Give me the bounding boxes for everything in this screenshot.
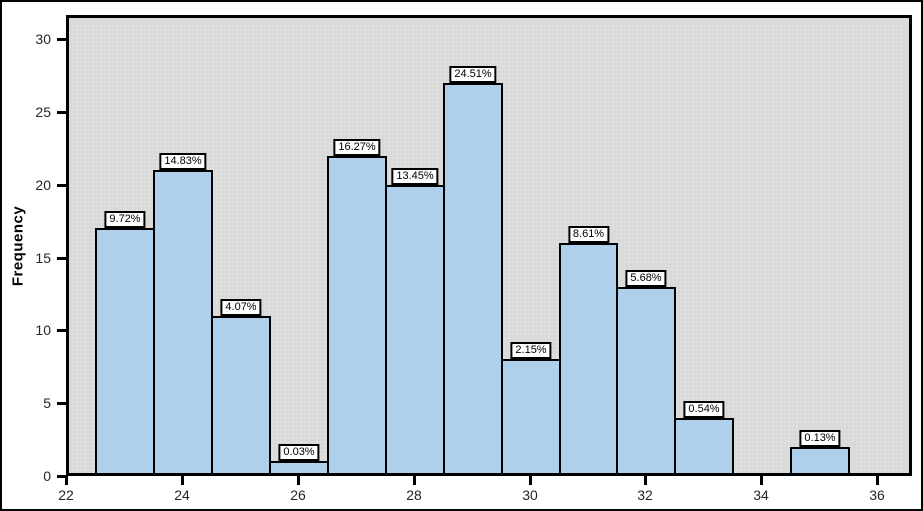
y-axis-tick-label: 25	[35, 104, 51, 120]
bar-percentage-label: 14.83%	[159, 153, 207, 170]
x-axis-tick-label: 22	[58, 487, 74, 503]
x-axis-tick	[297, 476, 300, 485]
y-axis-tick	[57, 38, 66, 41]
x-axis-tick-label: 32	[637, 487, 653, 503]
y-axis-tick-label: 20	[35, 177, 51, 193]
y-axis-tick	[57, 475, 66, 478]
bar-percentage-label: 9.72%	[104, 211, 146, 228]
y-axis-tick	[57, 257, 66, 260]
histogram-bar	[95, 228, 155, 473]
plot-area: 9.72% 14.83% 4.07% 0.03% 16.27% 13.45% 24.51% 2…	[66, 15, 912, 476]
x-axis-tick	[876, 476, 879, 485]
histogram-bar	[501, 359, 561, 473]
x-axis-tick	[760, 476, 763, 485]
x-axis-tick-label: 30	[522, 487, 538, 503]
y-axis-tick-label: 30	[35, 31, 51, 47]
histogram-bar	[559, 243, 618, 473]
y-axis-tick	[57, 402, 66, 405]
bar-percentage-label: 16.27%	[333, 139, 381, 156]
histogram-bar	[327, 156, 387, 473]
bar-percentage-label: 0.54%	[683, 401, 725, 418]
x-axis-tick	[644, 476, 647, 485]
histogram-bar	[385, 185, 445, 473]
histogram-bar	[153, 170, 213, 473]
histogram-bar	[616, 287, 676, 473]
y-axis-tick	[57, 329, 66, 332]
histogram-bar	[790, 447, 850, 473]
bar-percentage-label: 4.07%	[220, 299, 262, 316]
y-axis-tick-label: 15	[35, 250, 51, 266]
x-axis-tick	[529, 476, 532, 485]
x-axis-tick	[181, 476, 184, 485]
bar-percentage-label: 0.13%	[799, 430, 841, 447]
y-axis-tick-label: 10	[35, 322, 51, 338]
x-axis-tick-label: 34	[753, 487, 769, 503]
x-axis-tick-label: 24	[174, 487, 190, 503]
x-axis-tick-label: 28	[406, 487, 422, 503]
bar-percentage-label: 8.61%	[567, 226, 610, 243]
y-axis-title: Frequency	[9, 205, 27, 287]
x-axis-tick	[413, 476, 416, 485]
y-axis-tick-label: 0	[43, 468, 51, 484]
histogram-bar	[674, 418, 734, 473]
x-axis-tick-label: 36	[869, 487, 885, 503]
bar-percentage-label: 13.45%	[391, 168, 439, 185]
bar-percentage-label: 5.68%	[625, 270, 667, 287]
y-axis-tick	[57, 111, 66, 114]
x-axis-tick-label: 26	[290, 487, 306, 503]
histogram-bar	[443, 83, 503, 473]
bar-percentage-label: 2.15%	[510, 342, 552, 359]
bar-percentage-label: 24.51%	[449, 66, 497, 83]
histogram-bar	[269, 461, 329, 473]
bar-percentage-label: 0.03%	[278, 444, 320, 461]
histogram-bar	[211, 316, 271, 473]
x-axis-tick	[65, 476, 68, 485]
y-axis-tick-label: 5	[43, 395, 51, 411]
y-axis-tick	[57, 184, 66, 187]
